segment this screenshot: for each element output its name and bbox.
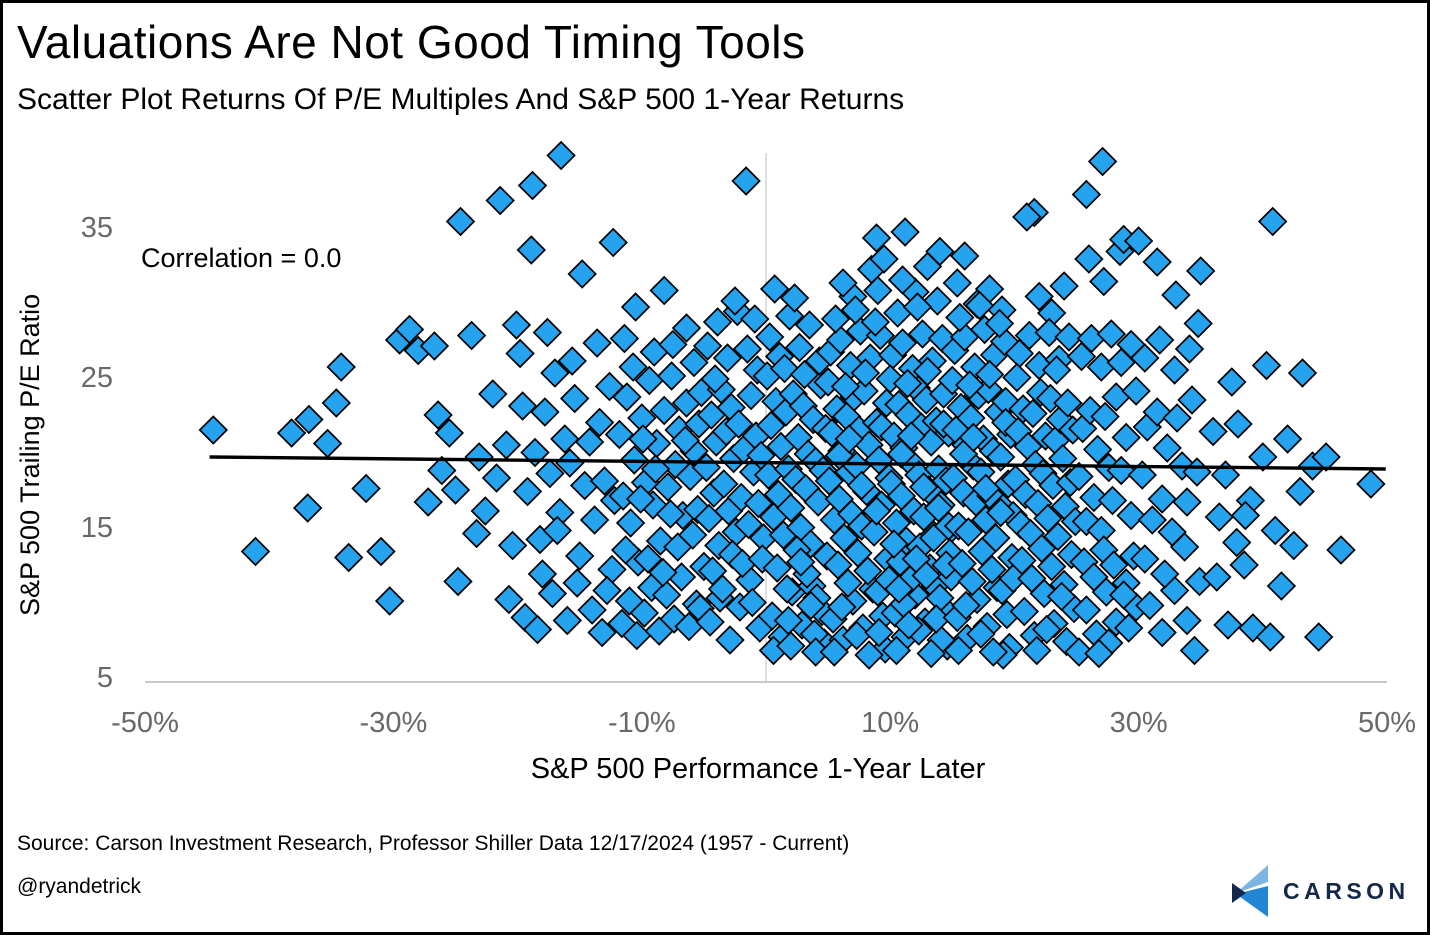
x-tick-label: 30% — [1109, 707, 1168, 739]
x-tick-label: -30% — [359, 707, 428, 739]
y-tick-label: 15 — [80, 512, 113, 544]
y-axis-title: S&P 500 Trailing P/E Ratio — [15, 293, 45, 617]
x-tick-label: -50% — [111, 707, 179, 739]
y-tick-label: 5 — [96, 662, 113, 694]
page-title: Valuations Are Not Good Timing Tools — [17, 16, 806, 68]
y-tick-label: 25 — [80, 362, 113, 394]
carson-logo: CARSON — [1231, 863, 1411, 919]
carson-logo-text: CARSON — [1283, 877, 1410, 904]
y-tick-label: 35 — [80, 212, 113, 244]
correlation-annotation: Correlation = 0.0 — [141, 243, 342, 273]
page-subtitle: Scatter Plot Returns Of P/E Multiples An… — [17, 83, 905, 116]
x-tick-label: -10% — [607, 707, 676, 739]
author-handle: @ryandetrick — [17, 875, 142, 898]
scatter-plot — [145, 140, 1387, 683]
carson-logo-icon — [1232, 865, 1268, 917]
x-tick-label: 10% — [861, 707, 920, 739]
source-text: Source: Carson Investment Research, Prof… — [17, 832, 850, 855]
x-axis-title: S&P 500 Performance 1-Year Later — [530, 753, 986, 785]
x-tick-label: 50% — [1357, 707, 1417, 739]
